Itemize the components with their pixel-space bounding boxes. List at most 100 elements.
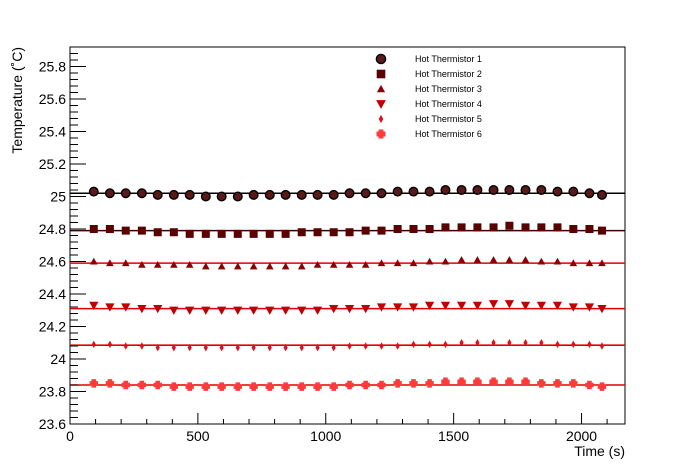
data-point (505, 221, 514, 230)
data-point (377, 259, 386, 267)
data-point (409, 379, 418, 388)
data-point (395, 342, 400, 350)
legend-label-6: Hot Thermistor 6 (415, 129, 482, 139)
data-point (201, 306, 211, 315)
data-point (280, 189, 291, 200)
data-point (361, 226, 370, 235)
data-point (472, 184, 483, 195)
data-point (281, 262, 290, 270)
data-point (137, 380, 147, 390)
legend-marker-2 (376, 69, 386, 79)
data-point (184, 189, 195, 200)
data-point (345, 380, 354, 390)
data-point (106, 259, 114, 267)
legend-label-4: Hot Thermistor 4 (415, 99, 482, 109)
data-point (329, 304, 339, 314)
x-axis-title: Time (s) (574, 443, 625, 459)
data-point (521, 223, 530, 232)
data-point (377, 380, 386, 390)
y-tick-label: 25.4 (39, 124, 66, 140)
data-point (488, 184, 499, 195)
data-point (552, 186, 563, 197)
data-point (347, 342, 352, 350)
data-point (585, 380, 594, 390)
data-point (233, 262, 242, 270)
y-tick-label: 24.2 (39, 319, 66, 335)
data-point (489, 377, 498, 386)
data-point (392, 186, 403, 197)
data-point (281, 382, 290, 391)
data-point (489, 223, 498, 232)
legend-marker-3 (376, 84, 386, 93)
legend: Hot Thermistor 1 Hot Thermistor 2 Hot Ther… (375, 53, 482, 139)
data-point (136, 188, 147, 199)
data-point (425, 257, 434, 265)
x-tick-label: 1000 (310, 428, 341, 444)
data-point (521, 256, 530, 263)
data-point (104, 188, 115, 199)
data-point (488, 300, 499, 309)
data-point (361, 304, 371, 314)
data-point (105, 303, 115, 312)
data-point (473, 377, 482, 386)
data-point (329, 260, 338, 268)
data-point (121, 226, 130, 235)
data-point (587, 340, 592, 349)
data-point (456, 301, 467, 310)
data-point (552, 301, 563, 310)
data-point (363, 342, 368, 350)
data-point (441, 377, 450, 386)
data-point (408, 303, 419, 312)
data-point (521, 377, 530, 386)
data-point (89, 257, 98, 265)
data-point (283, 343, 288, 352)
fit-lines (70, 192, 625, 386)
data-point (233, 306, 243, 315)
data-point (491, 338, 496, 347)
data-point (568, 303, 578, 312)
y-tick-label: 24.8 (39, 221, 66, 237)
data-point (153, 380, 162, 390)
data-point (89, 301, 99, 310)
data-point (393, 303, 403, 312)
data-point (297, 306, 307, 315)
data-point (169, 228, 178, 237)
data-point (344, 304, 355, 314)
data-point (393, 379, 402, 388)
data-point (424, 301, 435, 310)
data-point (360, 188, 371, 199)
data-point (120, 188, 131, 199)
data-point (313, 228, 322, 237)
data-point (249, 229, 258, 238)
data-point (597, 304, 607, 314)
data-point (569, 379, 578, 388)
data-point (153, 228, 162, 237)
data-point (361, 260, 370, 268)
data-point (264, 189, 275, 200)
data-point (185, 260, 194, 268)
data-point (169, 382, 179, 391)
data-point (457, 223, 466, 232)
data-point (411, 340, 416, 349)
data-point (507, 338, 512, 347)
data-point (536, 184, 547, 195)
data-point (489, 256, 498, 263)
data-point (520, 301, 531, 310)
data-point (505, 377, 514, 386)
data-point (219, 343, 224, 352)
data-point (152, 189, 163, 200)
data-point (409, 259, 418, 267)
legend-label-2: Hot Thermistor 2 (415, 69, 482, 79)
data-point (170, 260, 178, 268)
data-point (249, 382, 258, 391)
data-point (585, 225, 594, 233)
data-point (249, 306, 259, 315)
y-tick-label: 23.6 (39, 416, 66, 432)
data-point (297, 228, 306, 237)
data-point (91, 340, 96, 349)
data-point (329, 382, 338, 391)
data-point (328, 189, 339, 200)
data-point (345, 260, 354, 268)
data-point (408, 186, 419, 197)
